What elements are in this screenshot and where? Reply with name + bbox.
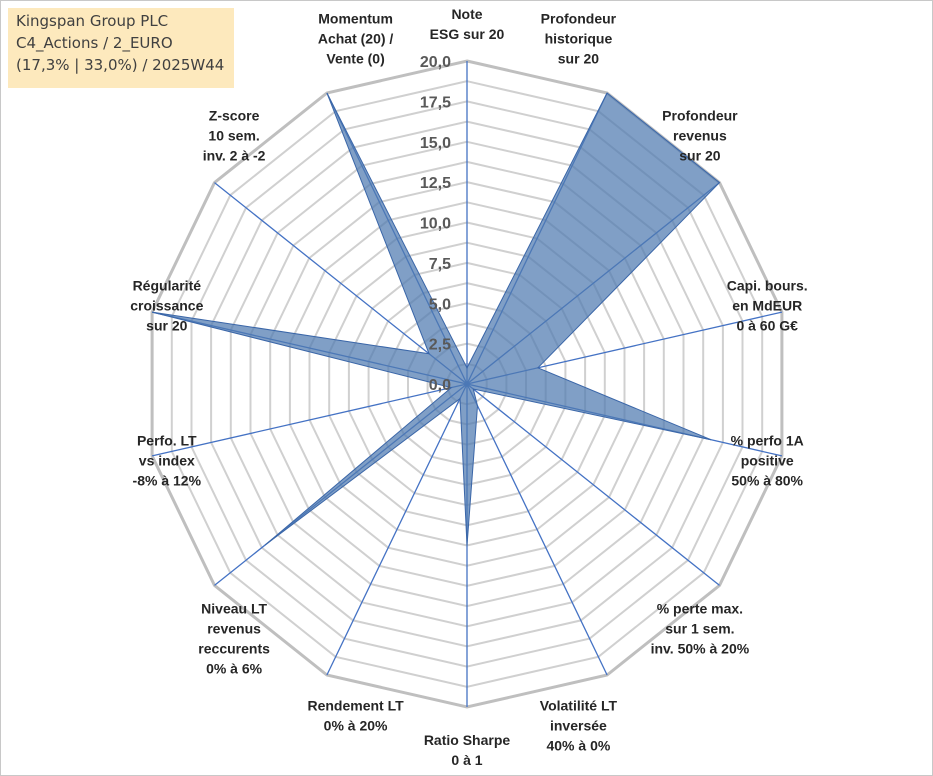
axis-label-line: -8% à 12%	[133, 473, 202, 489]
axis-label-line: Régularité	[133, 277, 202, 293]
axis-label: Note ESG sur 20	[430, 6, 505, 42]
axis-label: % perte max. sur 1 sem. inv. 50% à 20%	[651, 601, 750, 657]
axis-label-line: Note	[451, 6, 482, 22]
axis-spoke	[466, 383, 608, 676]
axis-label-line: Rendement LT	[307, 697, 404, 713]
series-area	[151, 92, 721, 546]
axis-label: Z-score 10 sem. inv. 2 à -2	[203, 107, 266, 163]
axis-label-line: revenus	[207, 621, 261, 637]
axis-spoke	[214, 182, 468, 385]
axis-label-line: en MdEUR	[732, 297, 802, 313]
axis-label-line: inv. 50% à 20%	[651, 641, 750, 657]
axis-label-line: 40% à 0%	[546, 737, 610, 753]
axis-spoke	[326, 383, 468, 676]
title-category: C4_Actions / 2_EURO	[16, 34, 173, 52]
axis-label-line: Ratio Sharpe	[424, 732, 511, 748]
axis-spoke	[151, 383, 468, 457]
tick-label: 12,5	[420, 175, 451, 192]
axis-label: Profondeur revenus sur 20	[662, 107, 738, 163]
axis-label: Ratio Sharpe 0 à 1	[424, 732, 511, 768]
axis-label: Capi. bours. en MdEUR 0 à 60 G€	[727, 277, 808, 333]
axis-label-line: croissance	[130, 297, 203, 313]
axis-label-line: Momentum	[318, 11, 393, 27]
axis-label-line: % perte max.	[657, 601, 743, 617]
axis-label-line: % perfo 1A	[731, 433, 804, 449]
axis-label-line: reccurents	[198, 641, 270, 657]
axis-label-line: Volatilité LT	[540, 697, 618, 713]
axis-label-line: ESG sur 20	[430, 26, 505, 42]
axis-label-line: 0 à 60 G€	[736, 317, 798, 333]
axis-label-line: Profondeur	[541, 11, 617, 27]
axis-label-line: inv. 2 à -2	[203, 147, 266, 163]
axis-label-line: 0% à 6%	[206, 661, 263, 677]
axis-label-line: Perfo. LT	[137, 433, 197, 449]
axis-label-line: 0 à 1	[451, 752, 482, 768]
axis-label-line: Profondeur	[662, 107, 738, 123]
axis-label-line: Z-score	[209, 107, 260, 123]
axis-label: Niveau LT revenus reccurents 0% à 6%	[198, 601, 270, 677]
axis-label-line: Vente (0)	[326, 51, 384, 67]
axis-label: Profondeur historique sur 20	[541, 11, 617, 67]
axis-label-line: inversée	[550, 717, 607, 733]
axis-label: % perfo 1A positive 50% à 80%	[731, 433, 804, 489]
axis-label-line: 0% à 20%	[324, 717, 388, 733]
axis-label-line: 10 sem.	[208, 127, 259, 143]
tick-label: 0,0	[429, 377, 451, 394]
tick-label: 20,0	[420, 54, 451, 71]
title-stats-week: (17,3% | 33,0%) / 2025W44	[16, 56, 225, 74]
tick-label: 17,5	[420, 94, 451, 111]
axis-spoke	[466, 383, 720, 586]
axis-label-line: revenus	[673, 127, 727, 143]
tick-label: 2,5	[429, 337, 451, 354]
tick-label: 5,0	[429, 296, 451, 313]
axis-label: Perfo. LT vs index -8% à 12%	[133, 433, 202, 489]
axis-label-line: sur 20	[146, 317, 187, 333]
axis-label: Momentum Achat (20) / Vente (0)	[318, 11, 394, 67]
axis-label-line: sur 20	[679, 147, 720, 163]
axis-label: Régularité croissance sur 20	[130, 277, 203, 333]
chart-title-box: Kingspan Group PLC C4_Actions / 2_EURO (…	[8, 8, 234, 88]
axis-label: Rendement LT 0% à 20%	[307, 697, 404, 733]
axis-label-line: vs index	[139, 453, 195, 469]
tick-label: 7,5	[429, 256, 451, 273]
axis-label-line: Capi. bours.	[727, 277, 808, 293]
axis-label-line: 50% à 80%	[731, 473, 803, 489]
axis-label-line: historique	[545, 31, 613, 47]
tick-label: 10,0	[420, 216, 451, 233]
axis-label: Volatilité LT inversée 40% à 0%	[540, 697, 618, 753]
tick-label: 15,0	[420, 135, 451, 152]
title-company: Kingspan Group PLC	[16, 12, 169, 30]
axis-label-line: sur 1 sem.	[665, 621, 734, 637]
axis-label-line: Achat (20) /	[318, 31, 394, 47]
axis-label-line: Niveau LT	[201, 601, 267, 617]
axis-label-line: sur 20	[558, 51, 599, 67]
axis-label-line: positive	[741, 453, 794, 469]
